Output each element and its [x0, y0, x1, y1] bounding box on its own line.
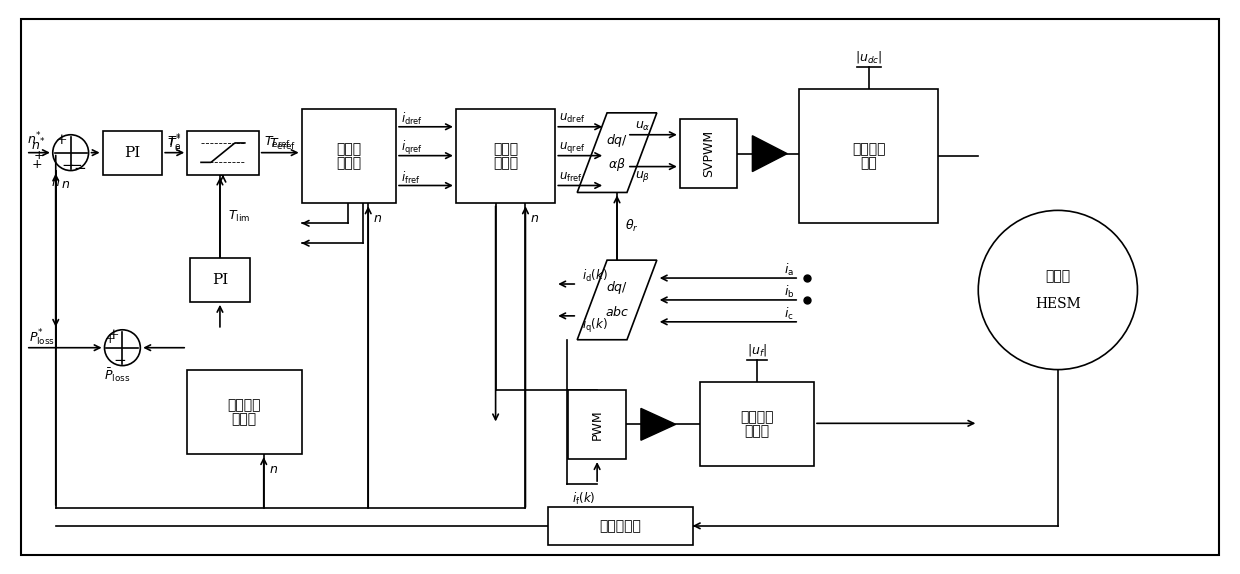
- Text: $n^{*}$: $n^{*}$: [27, 130, 42, 147]
- Text: $i_{\rm f}(k)$: $i_{\rm f}(k)$: [572, 491, 595, 507]
- Text: $u_{\rm qref}$: $u_{\rm qref}$: [559, 140, 585, 155]
- Text: $n$: $n$: [269, 463, 278, 476]
- Text: $|u_f|$: $|u_f|$: [746, 342, 766, 358]
- Text: $i_{\rm q}(k)$: $i_{\rm q}(k)$: [583, 317, 608, 335]
- Text: +: +: [56, 133, 67, 147]
- Bar: [799, 89, 939, 223]
- Text: $i_{\rm qref}$: $i_{\rm qref}$: [401, 139, 423, 157]
- Text: $n^{*}$: $n^{*}$: [31, 137, 46, 153]
- Text: $i_{\rm c}$: $i_{\rm c}$: [785, 306, 794, 322]
- Bar: [699, 382, 813, 466]
- Text: PWM: PWM: [590, 409, 604, 440]
- Text: 励磁功率: 励磁功率: [740, 410, 774, 424]
- Polygon shape: [641, 409, 676, 440]
- Text: $i_{\rm b}$: $i_{\rm b}$: [784, 284, 794, 300]
- Text: $i_{\rm a}$: $i_{\rm a}$: [784, 262, 794, 278]
- Text: $u_{\rm fref}$: $u_{\rm fref}$: [559, 171, 583, 184]
- Text: $u_{\alpha}$: $u_{\alpha}$: [635, 120, 651, 133]
- Bar: [680, 119, 738, 188]
- Text: $i_{\rm d}(k)$: $i_{\rm d}(k)$: [583, 268, 608, 284]
- Text: $+$: $+$: [31, 158, 42, 171]
- Text: $dq/$: $dq/$: [606, 132, 627, 149]
- Text: $dq/$: $dq/$: [606, 280, 627, 297]
- Bar: [187, 131, 259, 174]
- Text: $i_{\rm dref}$: $i_{\rm dref}$: [401, 111, 423, 127]
- Text: $T_{\rm lim}$: $T_{\rm lim}$: [228, 209, 250, 224]
- Text: 位置传感器: 位置传感器: [600, 519, 641, 533]
- Text: $abc$: $abc$: [605, 305, 629, 319]
- Polygon shape: [577, 113, 657, 192]
- Text: $+$: $+$: [32, 149, 45, 162]
- Text: $\bar{P}_{\rm loss}$: $\bar{P}_{\rm loss}$: [104, 367, 130, 385]
- Text: 测控制: 测控制: [494, 156, 518, 170]
- Text: +: +: [108, 328, 119, 342]
- Text: 流计算: 流计算: [336, 156, 361, 170]
- Text: 参考电: 参考电: [336, 142, 361, 156]
- Text: $u_{\beta}$: $u_{\beta}$: [635, 169, 650, 184]
- Text: HESM: HESM: [1035, 297, 1081, 311]
- Text: $-$: $-$: [73, 160, 86, 173]
- Text: $\alpha\beta$: $\alpha\beta$: [608, 156, 626, 173]
- Bar: [301, 109, 396, 203]
- Text: $T_{\rm eref}$: $T_{\rm eref}$: [269, 137, 296, 152]
- Text: 换器: 换器: [861, 156, 877, 170]
- Polygon shape: [753, 135, 787, 172]
- Circle shape: [104, 330, 140, 366]
- Text: PI: PI: [124, 146, 140, 160]
- Text: $\theta_r$: $\theta_r$: [625, 218, 639, 234]
- Bar: [103, 131, 162, 174]
- Text: $T_{\rm eref}$: $T_{\rm eref}$: [264, 135, 291, 150]
- Text: $|u_{dc}|$: $|u_{dc}|$: [856, 49, 883, 65]
- Text: SVPWM: SVPWM: [702, 130, 715, 177]
- Text: $P^{*}_{\rm loss}$: $P^{*}_{\rm loss}$: [29, 328, 55, 348]
- Text: $n$: $n$: [51, 176, 61, 189]
- Circle shape: [53, 135, 88, 170]
- Text: $i_{\rm fref}$: $i_{\rm fref}$: [401, 169, 420, 185]
- Circle shape: [978, 211, 1137, 370]
- Text: 模型预: 模型预: [494, 142, 518, 156]
- Bar: [187, 370, 301, 454]
- Text: 变换器: 变换器: [744, 424, 769, 438]
- Text: 功率损耗: 功率损耗: [228, 398, 262, 412]
- Text: $T^{*}_{\rm e}$: $T^{*}_{\rm e}$: [167, 135, 181, 155]
- Text: $n$: $n$: [373, 212, 382, 225]
- Text: 估计器: 估计器: [232, 412, 257, 426]
- Bar: [190, 258, 249, 302]
- Text: $n$: $n$: [61, 178, 69, 191]
- Text: 主功率变: 主功率变: [852, 142, 885, 156]
- Bar: [548, 507, 693, 545]
- Polygon shape: [577, 260, 657, 340]
- Text: −: −: [61, 158, 74, 173]
- Text: −: −: [69, 158, 82, 173]
- Text: $u_{\rm dref}$: $u_{\rm dref}$: [559, 113, 585, 125]
- Text: $T^{*}_{\rm e}$: $T^{*}_{\rm e}$: [167, 133, 182, 153]
- Text: −: −: [113, 354, 125, 367]
- Text: +: +: [104, 333, 115, 346]
- Bar: [456, 109, 556, 203]
- Text: 隐极式: 隐极式: [1045, 269, 1070, 283]
- Bar: [568, 390, 626, 459]
- Text: $n$: $n$: [531, 212, 539, 225]
- Text: PI: PI: [212, 273, 228, 287]
